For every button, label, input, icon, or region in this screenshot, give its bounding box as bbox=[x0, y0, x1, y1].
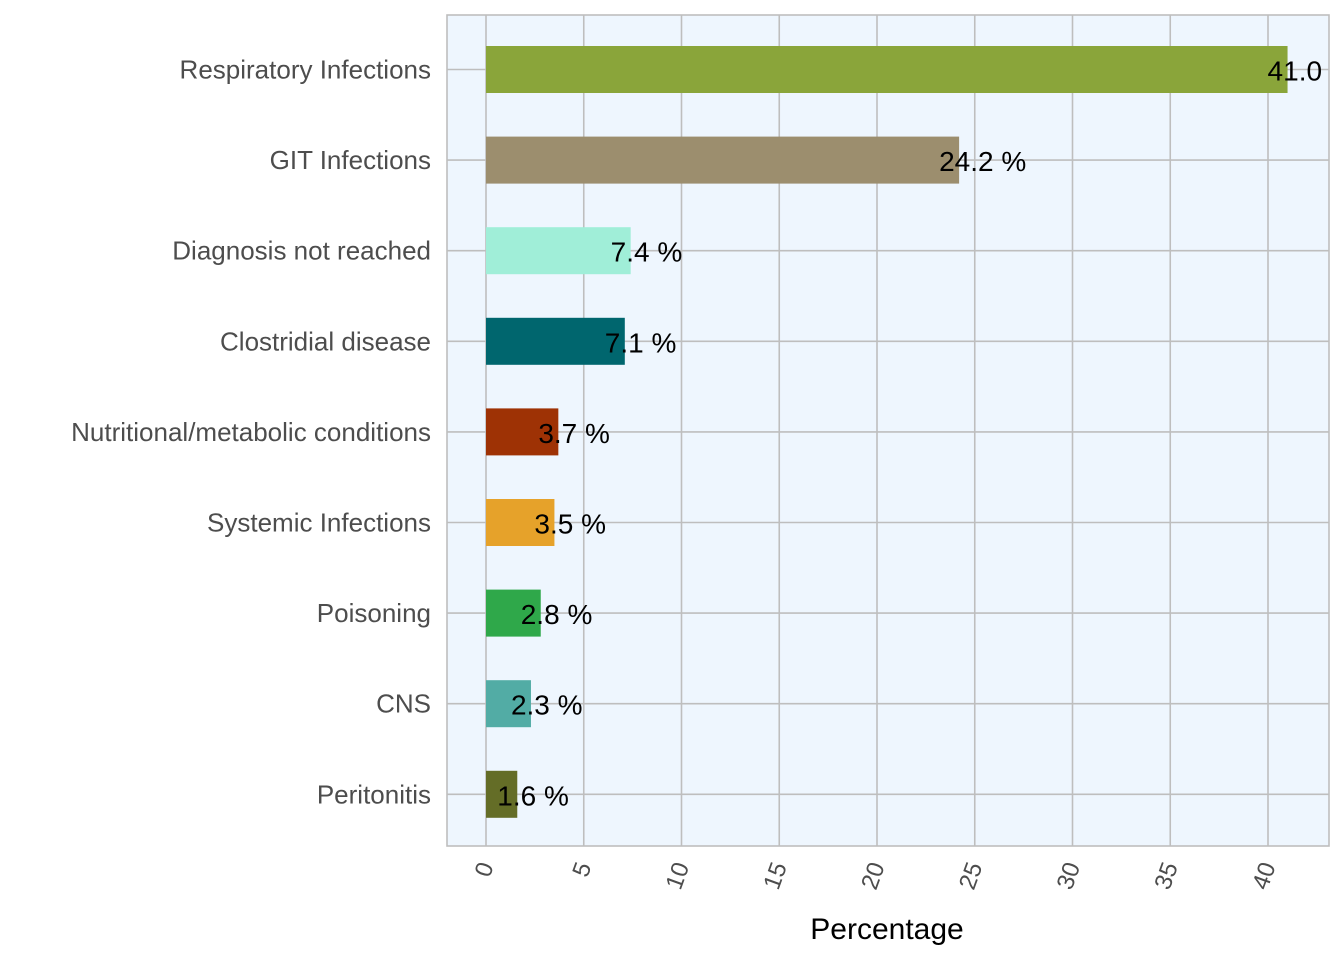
bar-5 bbox=[486, 408, 559, 456]
data-label-5: 3.7 % bbox=[538, 418, 610, 449]
category-label-3: Diagnosis not reached bbox=[172, 236, 431, 266]
category-label-4: Clostridial disease bbox=[220, 326, 431, 356]
data-label-7: 2.8 % bbox=[521, 599, 593, 630]
x-tick-25: 25 bbox=[954, 859, 989, 893]
x-tick-10: 10 bbox=[661, 859, 696, 893]
x-tick-labels: 0 5 10 15 20 25 30 35 40 bbox=[470, 859, 1282, 893]
x-axis-title: Percentage bbox=[810, 913, 963, 946]
data-label-1: 41.0 % bbox=[1268, 56, 1344, 87]
bar-1 bbox=[486, 46, 1288, 93]
bar-7 bbox=[486, 589, 541, 637]
x-tick-35: 35 bbox=[1149, 859, 1184, 893]
x-tick-20: 20 bbox=[856, 859, 891, 893]
x-tick-0: 0 bbox=[470, 859, 500, 881]
category-label-2: GIT Infections bbox=[270, 145, 431, 175]
bar-4 bbox=[486, 317, 625, 365]
bar-6 bbox=[486, 499, 555, 546]
data-label-8: 2.3 % bbox=[511, 690, 583, 721]
category-label-9: Peritonitis bbox=[317, 779, 431, 809]
category-labels: Respiratory Infections GIT Infections Diag… bbox=[71, 55, 431, 810]
bar-9 bbox=[486, 770, 518, 818]
category-label-7: Poisoning bbox=[317, 598, 431, 628]
x-tick-40: 40 bbox=[1247, 859, 1282, 893]
bars bbox=[486, 46, 1288, 818]
data-label-4: 7.1 % bbox=[605, 327, 677, 358]
x-tick-15: 15 bbox=[758, 859, 793, 893]
data-labels: 41.0 % 24.2 % 7.4 % 7.1 % 3.7 % 3.5 % 2.8 % 2.3… bbox=[497, 56, 1344, 812]
bar-8 bbox=[486, 680, 531, 728]
x-tick-5: 5 bbox=[567, 859, 597, 881]
data-label-9: 1.6 % bbox=[497, 780, 569, 811]
data-label-3: 7.4 % bbox=[611, 237, 683, 268]
x-tick-30: 30 bbox=[1052, 859, 1087, 893]
data-label-2: 24.2 % bbox=[939, 146, 1026, 177]
category-label-6: Systemic Infections bbox=[207, 508, 431, 538]
panel-border bbox=[446, 14, 1330, 847]
category-label-1: Respiratory Infections bbox=[180, 55, 431, 85]
data-label-6: 3.5 % bbox=[534, 509, 606, 540]
bar-3 bbox=[486, 227, 631, 275]
bar-2 bbox=[486, 136, 960, 184]
category-label-8: CNS bbox=[376, 689, 431, 719]
category-label-5: Nutritional/metabolic conditions bbox=[71, 417, 431, 447]
